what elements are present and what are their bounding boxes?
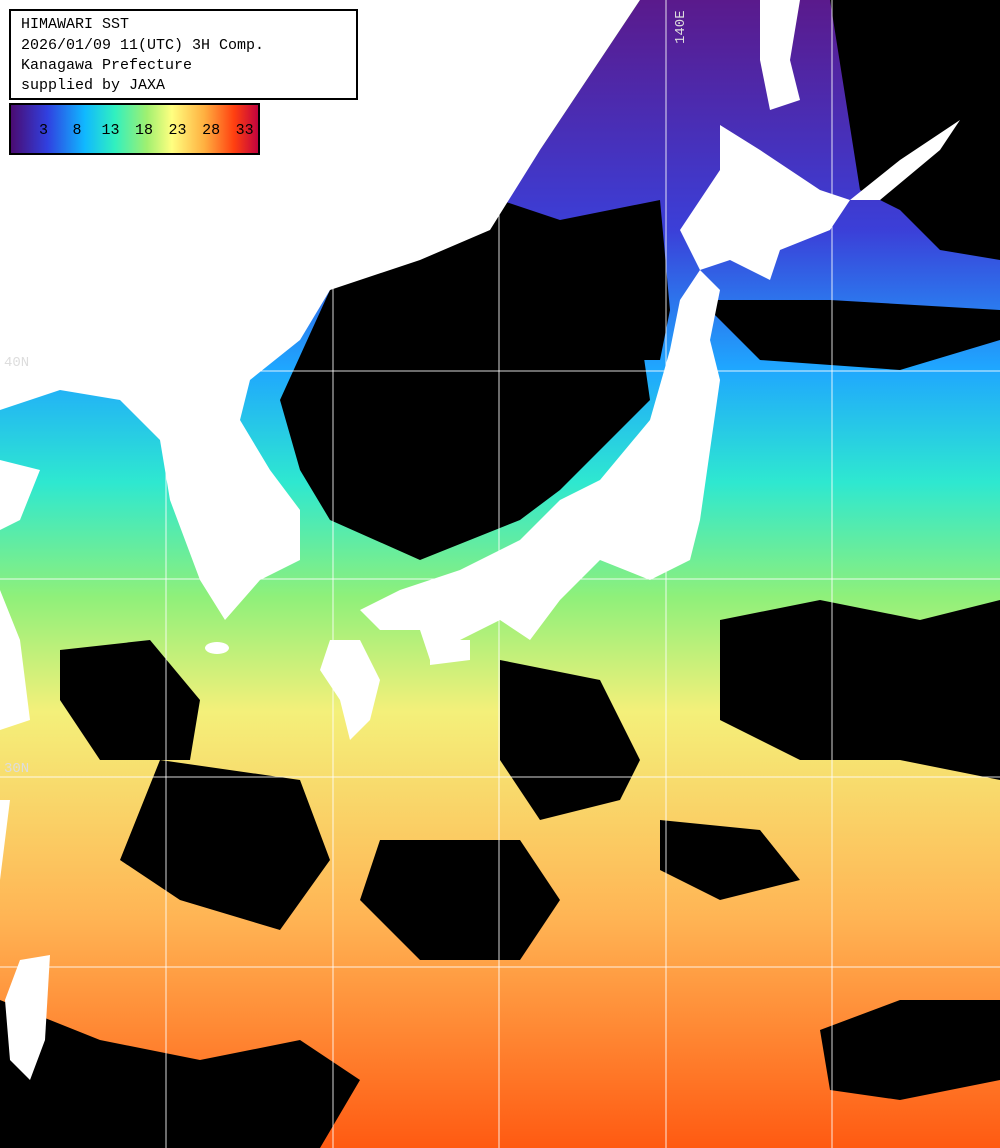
cloud — [820, 1000, 1000, 1100]
taiwan — [5, 955, 50, 1080]
shikoku — [430, 640, 470, 665]
coast — [0, 460, 40, 530]
colorbar-ramp — [9, 103, 260, 155]
honshu — [360, 270, 720, 660]
latitude-label: 30N — [4, 761, 29, 777]
longitude-label: 140E — [673, 10, 689, 44]
island — [398, 127, 426, 163]
cloud — [280, 200, 670, 560]
header-box: HIMAWARI SST 2026/01/09 11(UTC) 3H Comp.… — [9, 9, 358, 100]
coast — [0, 800, 10, 880]
colorbar-tick-label: 8 — [73, 122, 82, 139]
header-line: Kanagawa Prefecture — [21, 57, 192, 74]
header-background — [9, 9, 358, 100]
latitude-label: 40N — [4, 355, 29, 371]
island — [205, 642, 229, 654]
sakhalin — [760, 0, 800, 110]
colorbar: 3 8 13 18 23 28 33 — [9, 103, 260, 155]
cloud — [360, 840, 560, 960]
cloud — [720, 600, 1000, 780]
cloud — [120, 760, 330, 930]
colorbar-tick-label: 13 — [102, 122, 120, 139]
header-line: 2026/01/09 11(UTC) 3H Comp. — [21, 37, 264, 54]
colorbar-tick-label: 33 — [236, 122, 254, 139]
cloud — [0, 1000, 360, 1148]
hokkaido — [680, 125, 850, 280]
colorbar-tick-label: 3 — [39, 122, 48, 139]
cloud — [60, 640, 200, 760]
coast — [0, 590, 30, 730]
header-line: HIMAWARI SST — [21, 16, 129, 33]
colorbar-tick-label: 23 — [169, 122, 187, 139]
kyushu — [320, 640, 380, 740]
colorbar-tick-label: 18 — [135, 122, 153, 139]
cloud — [660, 820, 800, 900]
kurils — [850, 120, 960, 200]
cloud — [700, 300, 1000, 370]
colorbar-tick-label: 28 — [202, 122, 220, 139]
header-line: supplied by JAXA — [21, 77, 165, 94]
cloud — [500, 660, 640, 820]
